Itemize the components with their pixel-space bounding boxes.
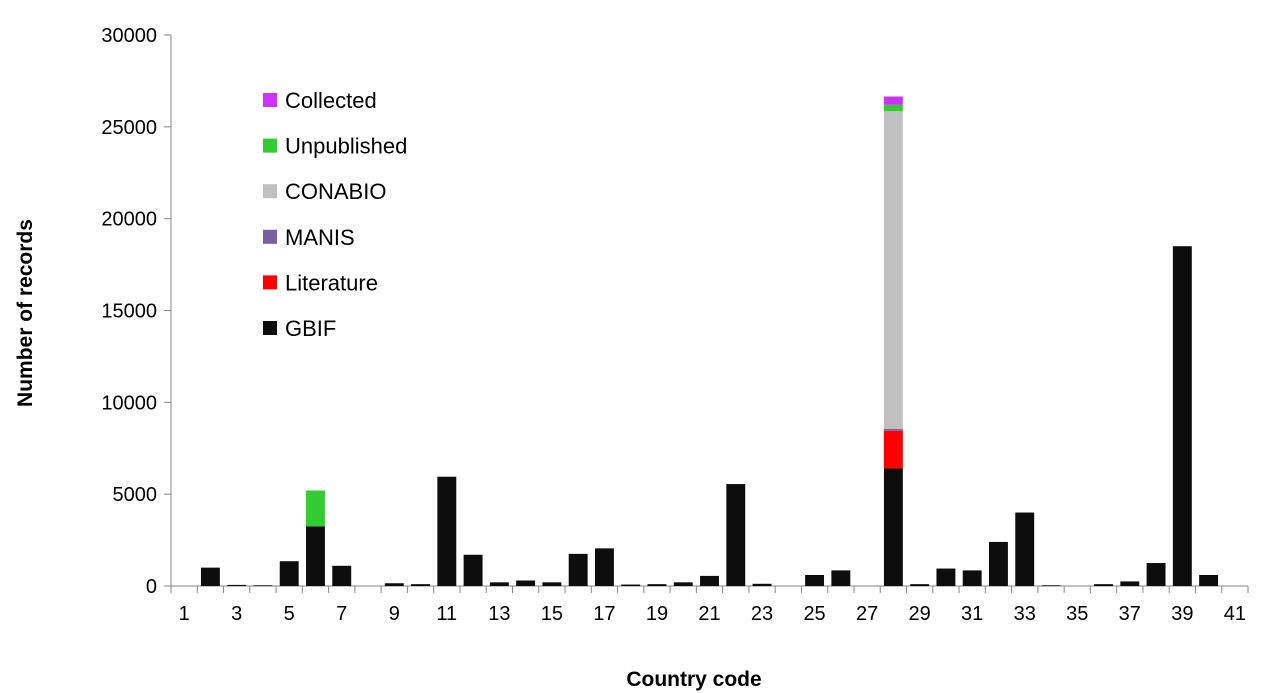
x-tick-label: 3 bbox=[231, 603, 242, 625]
bar-segment-gbif bbox=[831, 570, 851, 586]
bar-segment-gbif bbox=[542, 582, 562, 586]
x-tick-label: 7 bbox=[336, 603, 347, 625]
y-axis-title: Number of records bbox=[14, 219, 37, 407]
x-tick-label: 23 bbox=[751, 603, 773, 625]
y-tick-label: 15000 bbox=[101, 301, 157, 323]
legend-swatch bbox=[263, 93, 277, 107]
bar-segment-gbif bbox=[253, 585, 273, 587]
legend-item: Collected bbox=[263, 88, 377, 113]
legend: Collected Unpublished CONABIO MANIS Literatu… bbox=[263, 88, 407, 341]
x-tick-label: 5 bbox=[284, 603, 295, 625]
x-tick-label: 11 bbox=[436, 603, 457, 625]
bar-segment-gbif bbox=[332, 565, 352, 586]
bar-segment-gbif bbox=[516, 580, 536, 586]
y-tick-label: 30000 bbox=[101, 25, 157, 47]
x-tick-label: 19 bbox=[646, 603, 668, 625]
bar-segment-gbif bbox=[1041, 585, 1061, 587]
x-tick-label: 25 bbox=[803, 603, 825, 625]
bar-segment-gbif bbox=[910, 584, 930, 586]
legend-item: MANIS bbox=[263, 225, 355, 250]
x-tick-label: 31 bbox=[961, 603, 983, 625]
bar-segment-gbif bbox=[1172, 246, 1192, 586]
y-tick-label: 25000 bbox=[101, 117, 157, 139]
bar-segment-unpublished bbox=[306, 490, 325, 527]
y-tick-label: 20000 bbox=[101, 209, 157, 231]
bar-segment-gbif bbox=[1015, 512, 1035, 586]
bar-segment-gbif bbox=[306, 526, 325, 586]
axes bbox=[164, 34, 1249, 593]
x-tick-label: 13 bbox=[488, 603, 510, 625]
legend-swatch bbox=[263, 275, 277, 290]
bar-segment-gbif bbox=[463, 554, 483, 586]
bar-segment-literature bbox=[883, 430, 903, 469]
bar-segment-gbif bbox=[437, 476, 457, 586]
bar-segment-unpublished bbox=[883, 104, 903, 112]
bar-segment-conabio bbox=[883, 111, 903, 429]
bar-segment-gbif bbox=[673, 582, 693, 586]
legend-item: Literature bbox=[263, 270, 378, 295]
legend-item: Unpublished bbox=[263, 134, 407, 159]
legend-label: CONABIO bbox=[285, 179, 386, 204]
bar-segment-gbif bbox=[805, 574, 825, 586]
x-tick-label: 17 bbox=[593, 603, 615, 625]
x-tick-label: 41 bbox=[1224, 603, 1246, 625]
y-tick-label: 5000 bbox=[113, 484, 158, 506]
bars bbox=[200, 96, 1219, 587]
bar-segment-gbif bbox=[489, 582, 509, 586]
bar-segment-gbif bbox=[883, 468, 903, 586]
bar-segment-gbif bbox=[1120, 581, 1140, 586]
bar-segment-gbif bbox=[1146, 563, 1166, 586]
legend-swatch bbox=[263, 229, 277, 244]
legend-item: GBIF bbox=[263, 316, 336, 341]
bar-segment-gbif bbox=[1094, 584, 1113, 586]
x-tick-label: 39 bbox=[1171, 603, 1193, 625]
y-tick-label: 0 bbox=[146, 576, 157, 598]
bar-segment-gbif bbox=[726, 484, 746, 586]
legend-item: CONABIO bbox=[263, 179, 386, 204]
bar-segment-gbif bbox=[988, 541, 1008, 586]
legend-label: GBIF bbox=[285, 316, 336, 341]
x-tick-label: 1 bbox=[179, 603, 190, 625]
x-axis-title: Country code bbox=[626, 668, 761, 691]
legend-label: Literature bbox=[285, 270, 378, 295]
bar-segment-gbif bbox=[936, 568, 956, 586]
x-tick-label: 15 bbox=[541, 603, 563, 625]
legend-swatch bbox=[263, 138, 277, 153]
bar-segment-gbif bbox=[962, 570, 982, 586]
legend-label: MANIS bbox=[285, 225, 355, 250]
legend-swatch bbox=[263, 321, 277, 335]
legend-swatch bbox=[263, 184, 277, 199]
bar-segment-gbif bbox=[1199, 574, 1219, 586]
bar-segment-gbif bbox=[279, 561, 299, 586]
bar-segment-gbif bbox=[200, 567, 220, 586]
x-tick-label: 9 bbox=[389, 603, 400, 625]
bar-segment-gbif bbox=[384, 583, 404, 586]
legend-label: Collected bbox=[285, 88, 377, 113]
x-tick-label: 29 bbox=[909, 603, 931, 625]
x-tick-label: 37 bbox=[1119, 603, 1141, 625]
bar-segment-gbif bbox=[752, 583, 772, 586]
bar-segment-gbif bbox=[647, 584, 667, 586]
legend-label: Unpublished bbox=[285, 134, 407, 159]
bar-segment-gbif bbox=[568, 553, 588, 586]
x-tick-label: 27 bbox=[856, 603, 878, 625]
x-tick-label: 21 bbox=[698, 603, 720, 625]
bar-segment-manis bbox=[883, 428, 903, 431]
bar-segment-collected bbox=[883, 96, 903, 105]
x-tick-label: 33 bbox=[1014, 603, 1036, 625]
bar-segment-gbif bbox=[411, 584, 431, 586]
x-tick-label: 35 bbox=[1066, 603, 1088, 625]
bar-segment-gbif bbox=[227, 584, 247, 586]
y-tick-label: 10000 bbox=[101, 392, 157, 414]
bar-segment-gbif bbox=[700, 575, 719, 586]
bar-segment-gbif bbox=[594, 548, 614, 586]
bar-segment-gbif bbox=[621, 584, 641, 586]
